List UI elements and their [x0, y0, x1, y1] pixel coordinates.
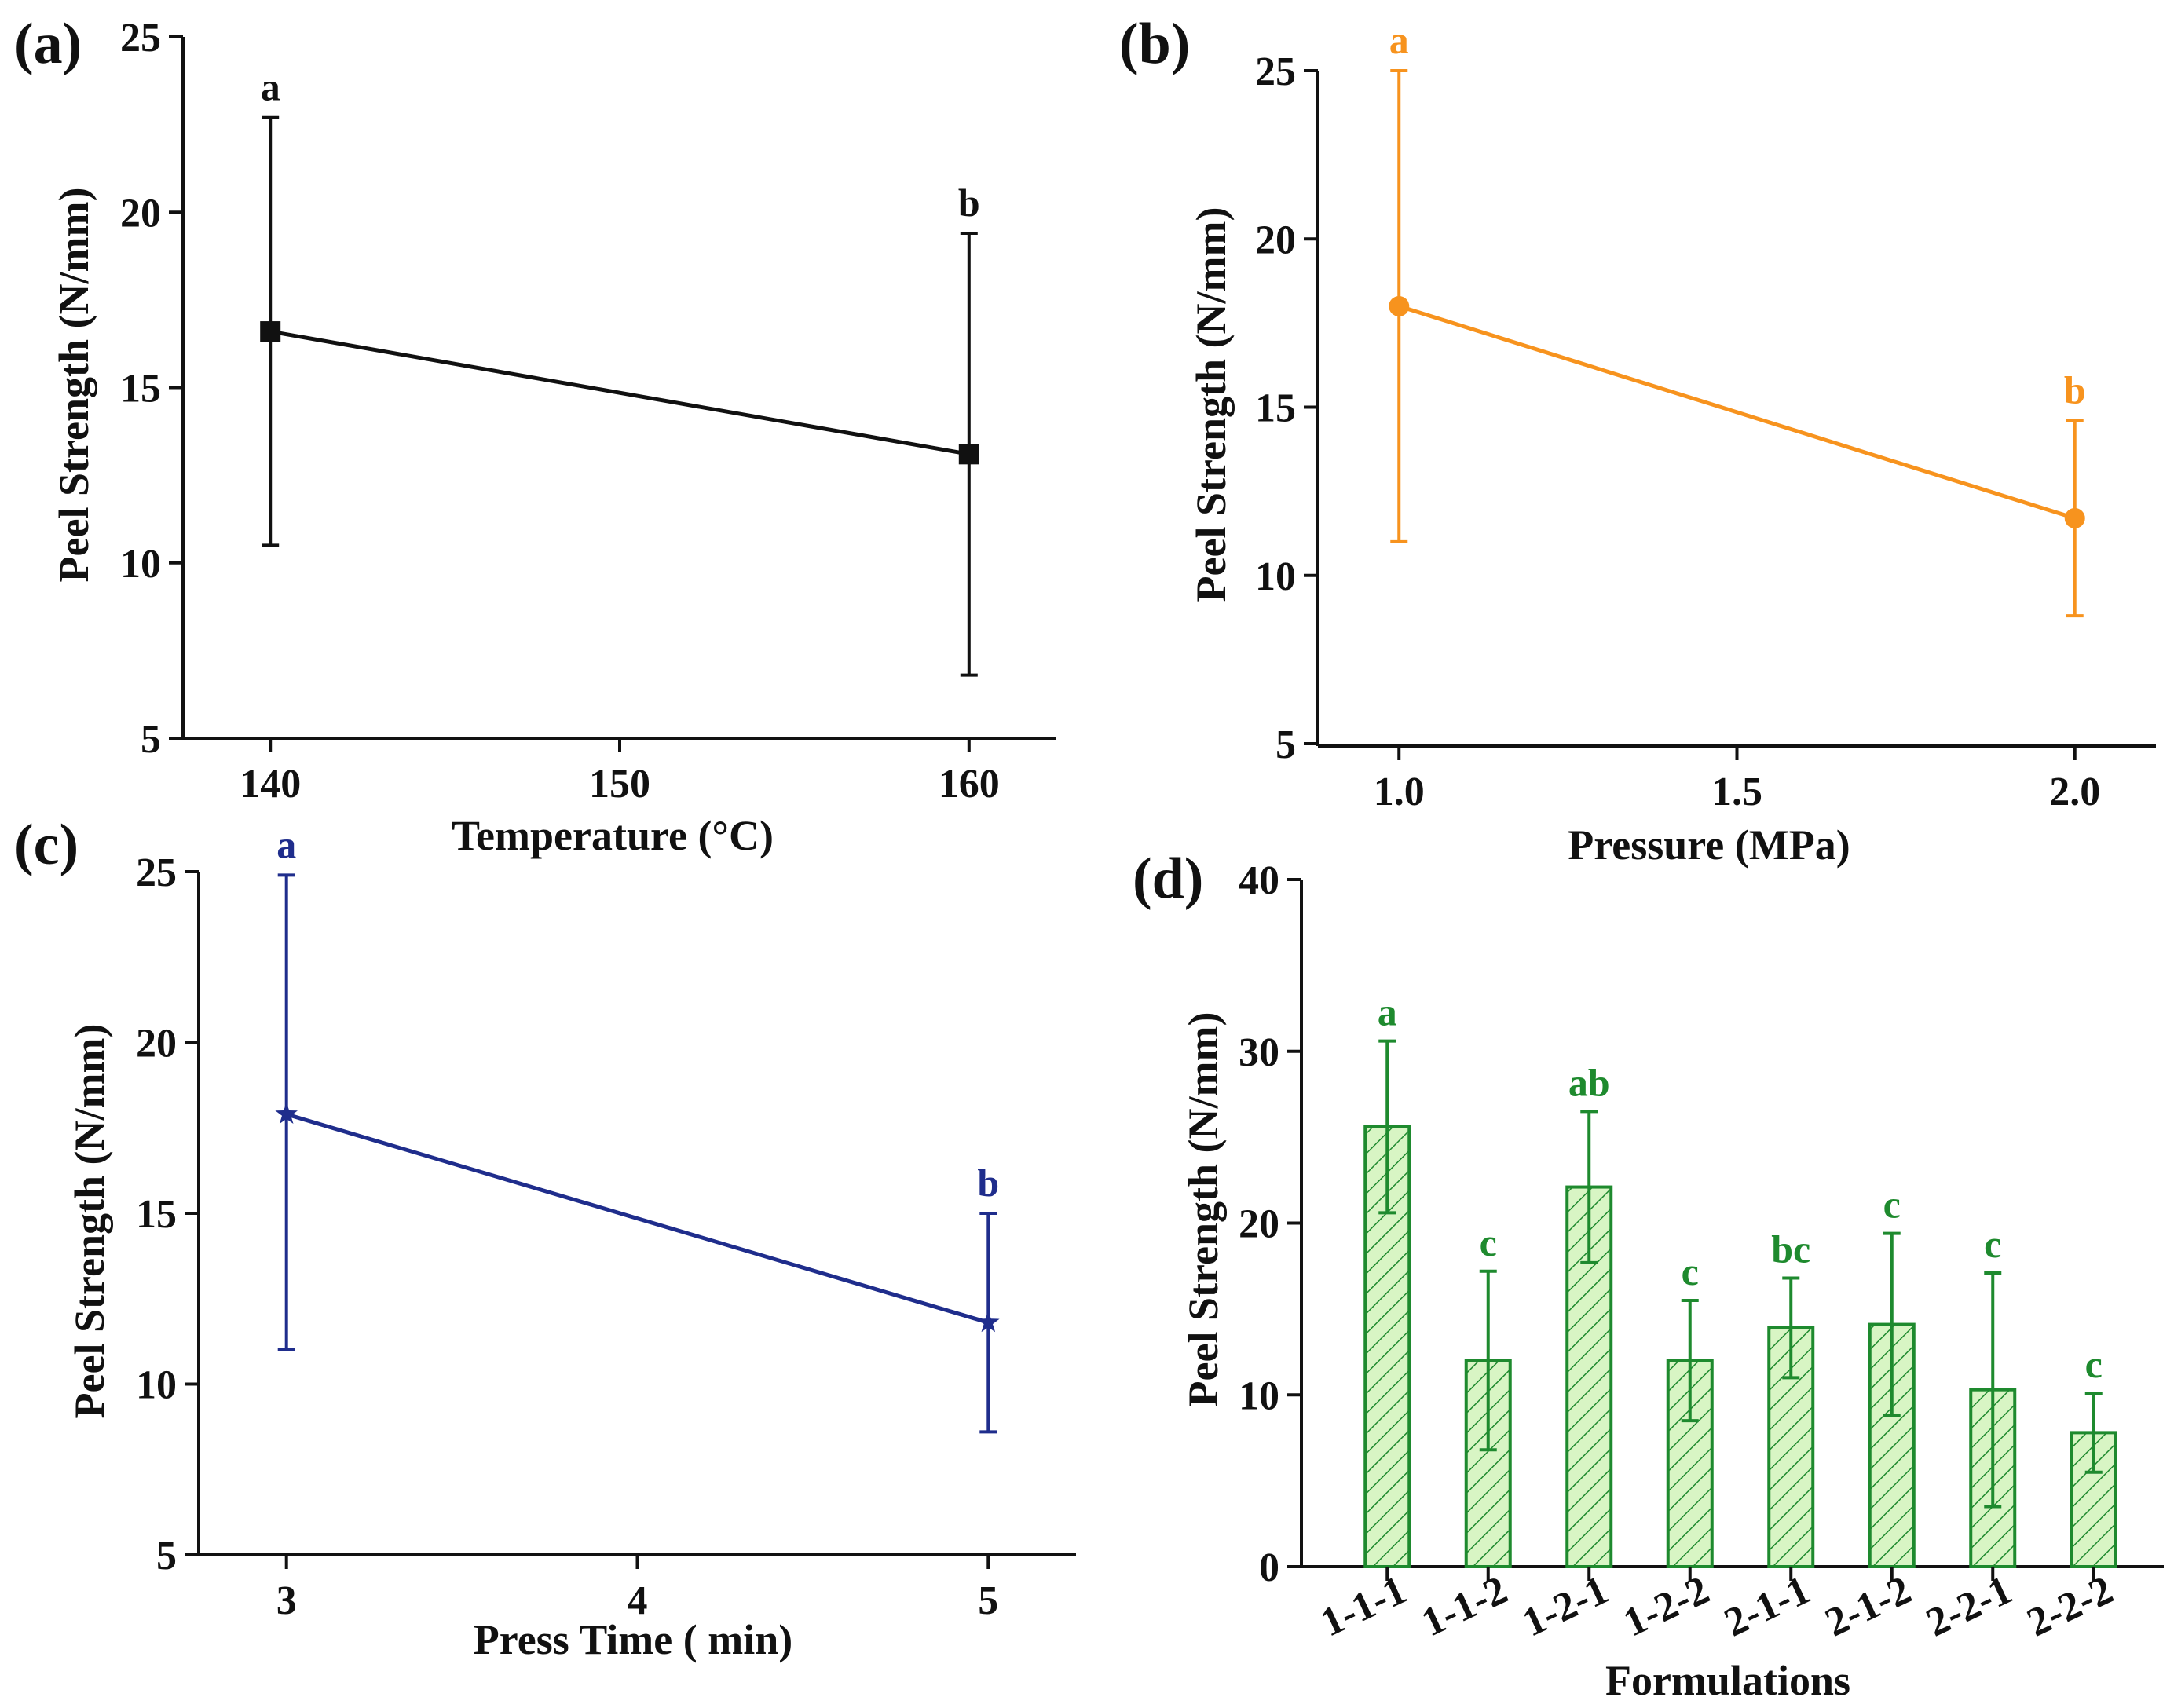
panel-d-significance-label: bc	[1771, 1227, 1810, 1271]
panel-c-y-tick-label: 10	[136, 1363, 177, 1408]
panel-d-category-label: 2-1-2	[1819, 1567, 1918, 1645]
panel-d-significance-label: c	[1984, 1222, 2001, 1266]
panel-d-y-axis-title: Peel Strength (N/mm)	[1180, 1012, 1227, 1407]
panel-a-x-axis-title: Temperature (°C)	[452, 812, 774, 859]
panel-d-category-label: 2-2-2	[2021, 1567, 2120, 1645]
panel-b-y-tick-label: 10	[1255, 554, 1296, 599]
panel-c-significance-label: a	[276, 822, 296, 866]
panel-d-significance-label: c	[1682, 1249, 1699, 1293]
panel-d-significance-label: ab	[1568, 1060, 1610, 1104]
panel-b-x-axis-title: Pressure (MPa)	[1568, 821, 1850, 869]
panel-d-significance-label: c	[2085, 1342, 2103, 1386]
panel-b-data-point	[2064, 507, 2085, 528]
panel-c-x-tick-label: 5	[978, 1578, 998, 1623]
panel-a-x-tick-label: 150	[589, 762, 650, 806]
panel-d-category-label: 1-2-1	[1516, 1567, 1615, 1645]
panel-b-y-tick-label: 5	[1275, 722, 1296, 767]
panel-d-y-tick-label: 20	[1239, 1202, 1279, 1247]
panel-b-significance-label: b	[2064, 368, 2086, 412]
panel-c-letter: (c)	[14, 813, 79, 877]
panel-d-bar	[1666, 1359, 1714, 1568]
panel-d-y-tick-label: 30	[1239, 1030, 1279, 1075]
panel-c-y-tick-label: 15	[136, 1192, 177, 1237]
panel-a-y-tick-label: 20	[120, 191, 161, 236]
panel-d-y-tick-label: 40	[1239, 858, 1279, 903]
panel-a-letter: (a)	[14, 12, 82, 76]
panel-a-x-tick-label: 160	[939, 762, 1000, 806]
panel-d-category-label: 1-2-2	[1617, 1567, 1716, 1645]
panel-c-series-line	[285, 1112, 990, 1325]
panel-d: (d) Formulations Peel Strength (N/mm) 01…	[1133, 847, 2164, 1704]
panel-d-category-label: 2-1-1	[1718, 1567, 1817, 1645]
panel-c-x-tick-label: 4	[628, 1578, 648, 1623]
panel-b-y-tick-label: 15	[1255, 386, 1296, 431]
panel-b-letter: (b)	[1119, 12, 1190, 76]
panel-a-significance-label: a	[261, 65, 280, 109]
panel-b-x-tick-label: 2.0	[2049, 770, 2100, 814]
panel-b-series-line	[1398, 304, 2076, 521]
panel-b-data-point	[1389, 295, 1410, 316]
panel-d-significance-label: c	[1883, 1183, 1901, 1227]
panel-a-data-point	[260, 321, 281, 342]
panel-a-x-tick-label: 140	[240, 762, 301, 806]
panel-a-y-tick-label: 15	[120, 367, 161, 411]
panel-c-y-tick-label: 20	[136, 1022, 177, 1066]
panel-b-y-axis-title: Peel Strength (N/mm)	[1188, 207, 1235, 602]
panel-a-y-tick-label: 10	[120, 542, 161, 587]
panel-d-y-tick-label: 10	[1239, 1373, 1279, 1418]
panel-c-y-tick-label: 25	[136, 850, 177, 895]
panel-a-significance-label: b	[958, 181, 980, 225]
panel-a-y-axis-title: Peel Strength (N/mm)	[50, 188, 97, 583]
panel-b-x-tick-label: 1.0	[1374, 770, 1425, 814]
panel-c-significance-label: b	[977, 1161, 999, 1205]
panel-c-y-axis-title: Peel Strength (N/mm)	[66, 1024, 113, 1419]
panel-c: (c) Press Time ( min) Peel Strength (N/m…	[14, 813, 1076, 1663]
panel-d-category-label: 1-1-2	[1415, 1567, 1514, 1645]
panel-c-x-axis-title: Press Time ( min)	[474, 1616, 792, 1663]
panel-b: (b) Pressure (MPa) Peel Strength (N/mm) …	[1119, 12, 2156, 869]
panel-b-y-tick-label: 25	[1255, 49, 1296, 94]
panel-a-y-tick-label: 5	[141, 717, 161, 762]
panel-d-significance-label: c	[1480, 1220, 1497, 1264]
panel-d-y-tick-label: 0	[1259, 1545, 1279, 1590]
panel-d-letter: (d)	[1133, 847, 1203, 911]
panel-c-data-point	[977, 1311, 1000, 1333]
panel-b-y-tick-label: 20	[1255, 218, 1296, 262]
panel-c-data-point	[275, 1102, 298, 1124]
panel-b-x-tick-label: 1.5	[1711, 770, 1762, 814]
panel-a-series-line	[269, 329, 970, 456]
panel-c-y-tick-label: 5	[156, 1534, 177, 1578]
panel-c-x-tick-label: 3	[276, 1578, 297, 1623]
panel-d-x-axis-title: Formulations	[1605, 1657, 1850, 1704]
panel-d-category-label: 1-1-1	[1314, 1567, 1413, 1645]
panel-b-significance-label: a	[1389, 18, 1409, 62]
panel-a-data-point	[958, 444, 979, 465]
panel-d-significance-label: a	[1378, 990, 1397, 1034]
panel-a: (a) Temperature (°C) Peel Strength (N/mm…	[14, 12, 1056, 859]
panel-d-category-label: 2-2-1	[1920, 1567, 2018, 1645]
panel-a-y-tick-label: 25	[120, 16, 161, 60]
